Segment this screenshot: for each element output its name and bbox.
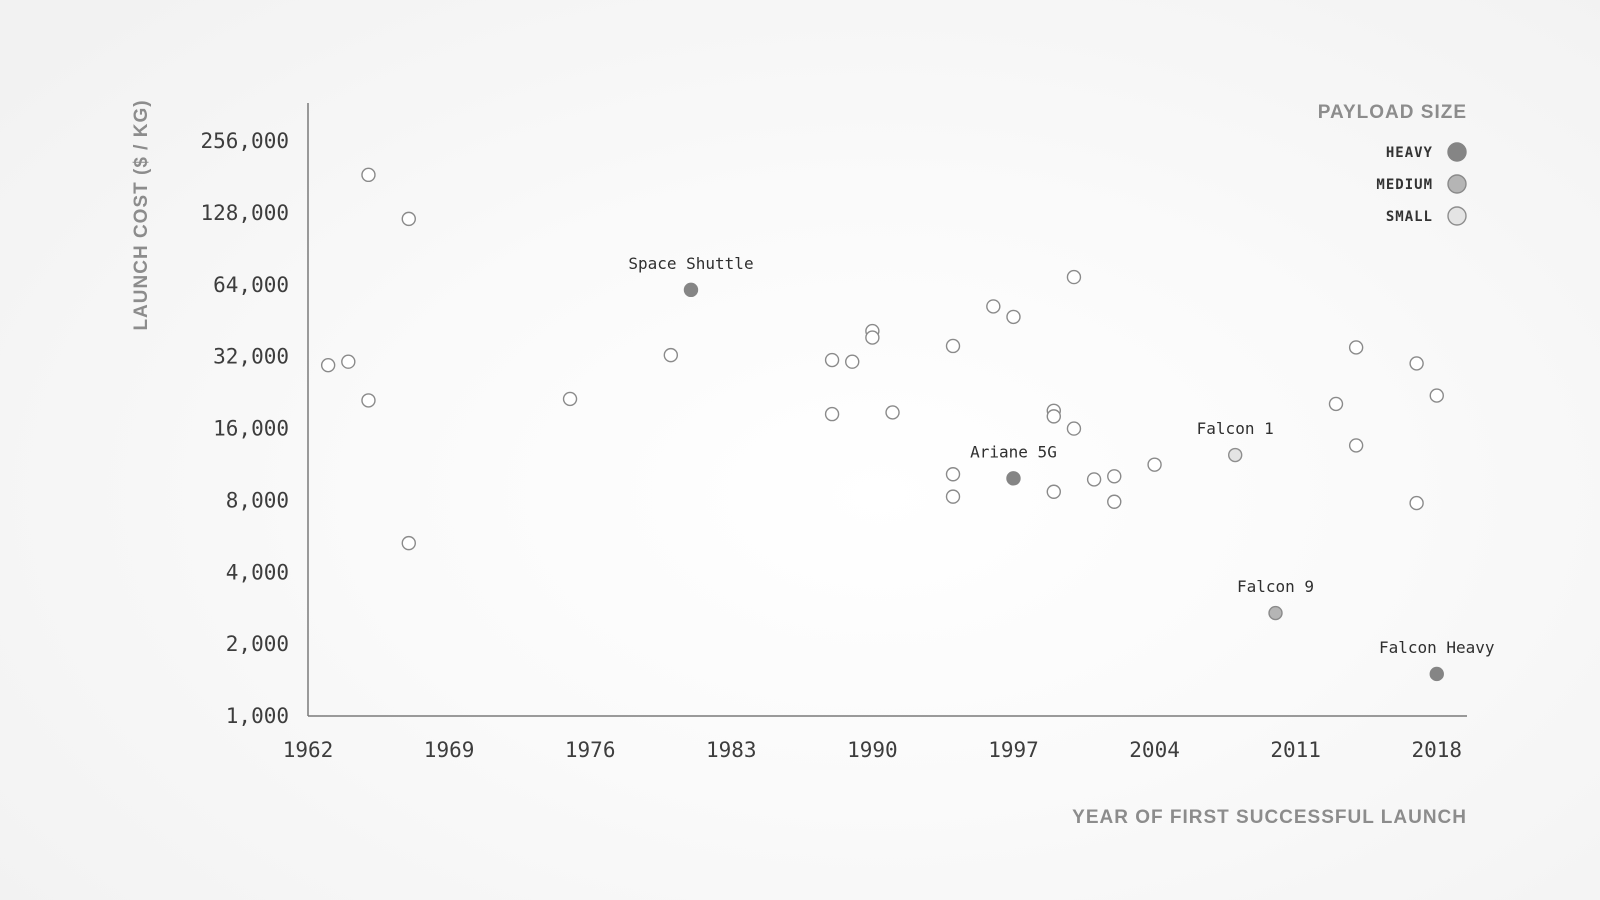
x-axis-title: YEAR OF FIRST SUCCESSFUL LAUNCH [1072, 807, 1467, 828]
data-point [1086, 472, 1102, 487]
y-tick-label: 4,000 [226, 560, 289, 584]
legend-swatch-medium [1447, 174, 1467, 194]
y-axis-title: LAUNCH COST ($ / KG) [131, 99, 152, 330]
data-point [1348, 438, 1364, 453]
data-point [824, 406, 840, 422]
data-points [320, 167, 1444, 682]
data-point [361, 393, 376, 408]
data-point [361, 167, 376, 183]
data-point [562, 391, 578, 407]
data-point [1046, 484, 1061, 499]
data-point [1429, 388, 1444, 403]
x-tick-label: 2018 [1411, 738, 1462, 762]
x-tick-label: 2011 [1270, 738, 1321, 762]
point-label: Falcon Heavy [1379, 638, 1495, 657]
legend-label-medium: MEDIUM [1376, 177, 1433, 193]
data-point [1268, 605, 1283, 621]
data-point [845, 354, 860, 369]
data-point [320, 357, 336, 373]
data-point [1107, 494, 1122, 509]
data-point [683, 282, 699, 298]
y-tick-label: 32,000 [213, 345, 289, 369]
data-point [824, 352, 840, 368]
data-point [865, 330, 880, 345]
data-point [341, 354, 356, 369]
data-point [1006, 309, 1021, 325]
point-label: Falcon 9 [1237, 577, 1314, 596]
data-point [663, 347, 679, 363]
x-tick-label: 1969 [424, 738, 475, 762]
legend-swatch-heavy [1447, 142, 1467, 162]
x-tick-label: 2004 [1129, 738, 1180, 762]
y-tick-label: 2,000 [226, 632, 289, 656]
legend-label-small: SMALL [1386, 209, 1433, 225]
legend: PAYLOAD SIZE HEAVY MEDIUM SMALL [1318, 102, 1467, 226]
data-point [401, 535, 416, 551]
point-label: Ariane 5G [970, 442, 1057, 461]
data-point [1328, 396, 1344, 412]
data-point [1147, 457, 1162, 472]
axes [307, 103, 1467, 717]
data-point [945, 489, 961, 504]
data-point [1066, 269, 1082, 285]
data-point [986, 299, 1001, 314]
point-label: Space Shuttle [628, 254, 753, 273]
legend-swatch-small [1447, 206, 1467, 226]
data-point [945, 338, 961, 354]
point-labels: Space Shuttle Ariane 5G Falcon 1 Falcon 9 Fa… [628, 254, 1495, 657]
data-point [401, 211, 416, 227]
data-point [1107, 469, 1122, 484]
data-point [1066, 421, 1082, 436]
x-tick-labels: 1962 1969 1976 1983 1990 1997 2004 2011 2018 [283, 738, 1462, 762]
y-tick-label: 1,000 [226, 704, 289, 728]
data-point [1046, 409, 1061, 424]
x-tick-label: 1997 [988, 738, 1039, 762]
data-point [885, 405, 900, 420]
y-tick-label: 128,000 [200, 201, 289, 225]
data-point [1227, 447, 1243, 463]
data-point [1409, 356, 1424, 371]
legend-title: PAYLOAD SIZE [1318, 102, 1467, 123]
data-point [1348, 340, 1364, 355]
x-tick-label: 1976 [565, 738, 616, 762]
y-tick-labels: 1,000 2,000 4,000 8,000 16,000 32,000 64,000 12… [200, 129, 289, 728]
y-tick-label: 8,000 [226, 488, 289, 512]
y-tick-label: 16,000 [213, 417, 289, 441]
y-tick-label: 64,000 [213, 273, 289, 297]
legend-label-heavy: HEAVY [1386, 145, 1433, 161]
x-tick-label: 1990 [847, 738, 898, 762]
point-label: Falcon 1 [1197, 419, 1274, 438]
data-point [1429, 666, 1444, 682]
data-point [1409, 495, 1424, 511]
y-tick-label: 256,000 [200, 129, 289, 153]
data-point [1006, 471, 1021, 486]
data-point [945, 467, 961, 482]
x-tick-label: 1962 [283, 738, 334, 762]
x-tick-label: 1983 [706, 738, 757, 762]
